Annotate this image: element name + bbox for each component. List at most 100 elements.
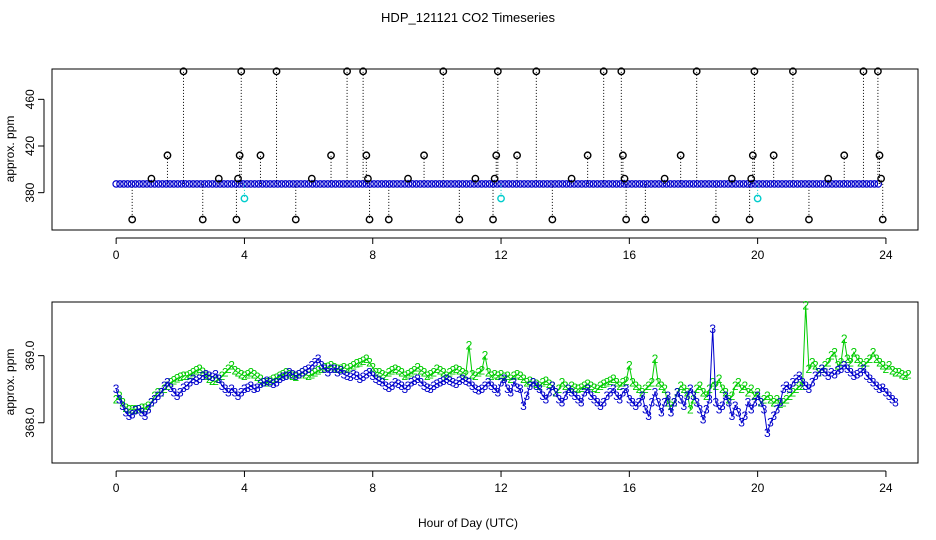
spike-point — [599, 67, 608, 76]
series-point-2: 2 — [116, 389, 123, 403]
series-point-2: 2 — [581, 379, 588, 393]
series-point-2: 2 — [786, 389, 793, 403]
series-point-3: 3 — [639, 389, 646, 403]
bottom-x-tick-label: 8 — [369, 481, 376, 495]
baseline-point — [454, 180, 463, 188]
cyan-point — [753, 194, 762, 203]
spike-point — [548, 215, 557, 224]
series-point-3: 3 — [562, 389, 569, 403]
series-point-2: 2 — [610, 372, 617, 386]
bottom-x-tick-label: 20 — [751, 481, 765, 495]
series-point-2: 2 — [600, 377, 607, 391]
series-point-3: 3 — [607, 386, 614, 400]
series-point-2: 2 — [331, 361, 338, 375]
series-point-2: 2 — [780, 396, 787, 410]
series-point-3: 3 — [248, 379, 255, 393]
series-point-2: 2 — [761, 392, 768, 406]
series-point-2: 2 — [844, 352, 851, 366]
baseline-point — [778, 180, 786, 188]
series-point-3: 3 — [796, 369, 803, 383]
bottom-ylabel: approx. ppm — [3, 349, 17, 416]
series-point-3: 3 — [369, 369, 376, 383]
series-point-3: 3 — [664, 389, 671, 403]
series-point-2: 2 — [834, 359, 841, 373]
series-point-3: 3 — [844, 362, 851, 376]
baseline-point — [651, 180, 659, 188]
series-point-2: 2 — [895, 365, 902, 379]
series-point-3: 3 — [687, 382, 694, 396]
baseline-point — [339, 180, 348, 188]
series-point-3: 3 — [443, 372, 450, 386]
top-plot-box — [51, 68, 919, 231]
series-point-3: 3 — [815, 365, 822, 379]
series-point-3: 3 — [578, 396, 585, 410]
series-point-3: 3 — [764, 426, 771, 440]
baseline-point — [427, 180, 436, 188]
baseline-point — [220, 180, 228, 188]
series-point-2: 2 — [729, 389, 736, 403]
series-point-2: 2 — [286, 367, 293, 381]
series-point-3: 3 — [652, 386, 659, 400]
series-point-2: 2 — [443, 369, 450, 383]
series-point-3: 3 — [623, 382, 630, 396]
baseline-point — [539, 180, 548, 188]
baseline-point — [643, 180, 652, 188]
series-point-2: 2 — [626, 359, 633, 373]
series-point-2: 2 — [171, 374, 178, 388]
series-point-2: 2 — [774, 392, 781, 406]
baseline-point — [154, 180, 163, 188]
spike-point — [874, 67, 882, 76]
series-point-2: 2 — [597, 379, 604, 393]
series-point-3: 3 — [883, 386, 890, 400]
series-point-2: 2 — [456, 363, 463, 377]
series-point-2: 2 — [283, 365, 290, 379]
bottom-x-axis: 0 4 8 12 16 20 24 — [113, 470, 893, 495]
series-point-2: 2 — [873, 352, 880, 366]
series-point-3: 3 — [604, 389, 611, 403]
baseline-point — [358, 180, 367, 188]
series-point-2: 2 — [308, 367, 315, 381]
series-point-3: 3 — [215, 372, 222, 386]
series-line-3 — [115, 328, 896, 433]
spike-point — [712, 215, 720, 224]
baseline-point — [270, 180, 278, 188]
series-point-2: 2 — [238, 367, 245, 381]
series-point-2: 2 — [302, 367, 309, 381]
spike-point — [384, 215, 393, 224]
spike-point — [840, 151, 849, 160]
series-point-2: 2 — [174, 372, 181, 386]
baseline-point — [685, 180, 694, 188]
series-point-2: 2 — [870, 345, 877, 359]
spike-point — [492, 151, 501, 160]
series-point-2: 2 — [655, 376, 662, 390]
spike-point — [617, 67, 626, 76]
series-point-2: 2 — [539, 376, 546, 390]
baseline-point — [535, 180, 544, 188]
series-point-3: 3 — [353, 369, 360, 383]
series-point-3: 3 — [565, 382, 572, 396]
series-point-3: 3 — [754, 389, 761, 403]
series-point-3: 3 — [296, 367, 303, 381]
series-point-3: 3 — [212, 367, 219, 381]
series-point-3: 3 — [847, 365, 854, 379]
series-point-3: 3 — [587, 389, 594, 403]
baseline-point — [708, 180, 717, 188]
series-point-2: 2 — [559, 376, 566, 390]
top-x-axis: 0 4 8 12 16 20 24 — [113, 237, 893, 262]
series-point-3: 3 — [700, 412, 707, 426]
series-point-2: 2 — [527, 374, 534, 388]
series-point-2: 2 — [722, 386, 729, 400]
series-point-2: 2 — [693, 382, 700, 396]
series-point-2: 2 — [334, 362, 341, 376]
baseline-point — [601, 180, 609, 188]
series-point-2: 2 — [764, 389, 771, 403]
series-point-3: 3 — [716, 402, 723, 416]
series-point-3: 3 — [501, 372, 508, 386]
baseline-point — [466, 180, 475, 188]
series-point-2: 2 — [305, 369, 312, 383]
series-point-2: 2 — [652, 352, 659, 366]
baseline-point — [451, 180, 459, 188]
series-point-3: 3 — [761, 402, 768, 416]
series-point-3: 3 — [661, 396, 668, 410]
series-point-3: 3 — [174, 389, 181, 403]
